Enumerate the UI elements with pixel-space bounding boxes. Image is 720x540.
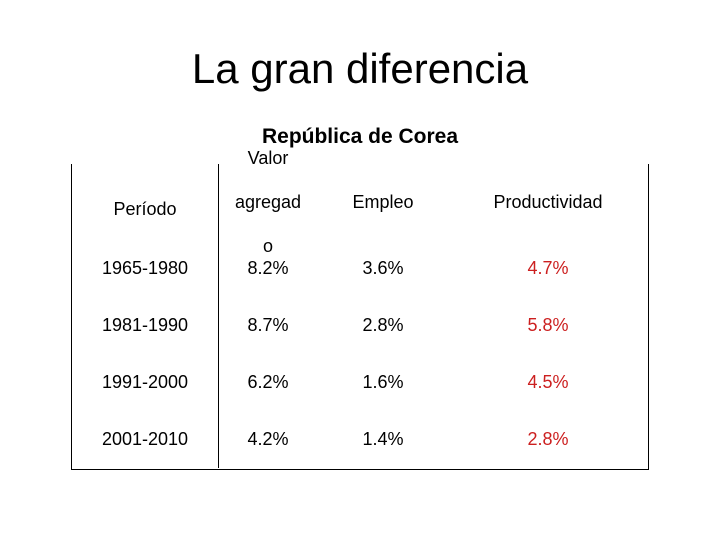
cell-value-added: 8.7%	[247, 315, 289, 335]
cell-productivity: 2.8%	[527, 429, 569, 449]
cell-period: 1981-1990	[101, 315, 189, 335]
data-table: Período Valor agregad o Empleo Productivid…	[71, 148, 649, 470]
cell-value-added: 4.2%	[247, 429, 289, 449]
cell-value-added: 8.2%	[247, 258, 289, 278]
table-row: 1981-1990 8.7% 2.8% 5.8%	[72, 297, 648, 354]
cell-employment: 1.4%	[362, 429, 404, 449]
cell-employment: 3.6%	[362, 258, 404, 278]
cell-period: 1991-2000	[101, 372, 189, 392]
table-row: 1965-1980 8.2% 3.6% 4.7%	[72, 240, 648, 297]
cell-employment: 1.6%	[362, 372, 404, 392]
slide-subtitle: República de Corea	[261, 125, 459, 148]
cell-employment: 2.8%	[362, 315, 404, 335]
header-productivity: Productividad	[493, 192, 603, 212]
cell-period: 2001-2010	[101, 429, 189, 449]
cell-productivity: 5.8%	[527, 315, 569, 335]
cell-period: 1965-1980	[101, 258, 189, 278]
header-employment: Empleo	[352, 192, 414, 212]
column-divider	[218, 164, 219, 468]
cell-value-added: 6.2%	[247, 372, 289, 392]
table-row: 2001-2010 4.2% 1.4% 2.8%	[72, 411, 648, 468]
table-header-row: Período Valor agregad o Empleo Productivid…	[72, 148, 648, 256]
cell-productivity: 4.7%	[527, 258, 569, 278]
slide-title: La gran diferencia	[191, 45, 529, 92]
header-value-added: Valor agregad o	[234, 148, 302, 256]
cell-productivity: 4.5%	[527, 372, 569, 392]
table-row: 1991-2000 6.2% 1.6% 4.5%	[72, 354, 648, 411]
header-period: Período	[113, 199, 177, 219]
